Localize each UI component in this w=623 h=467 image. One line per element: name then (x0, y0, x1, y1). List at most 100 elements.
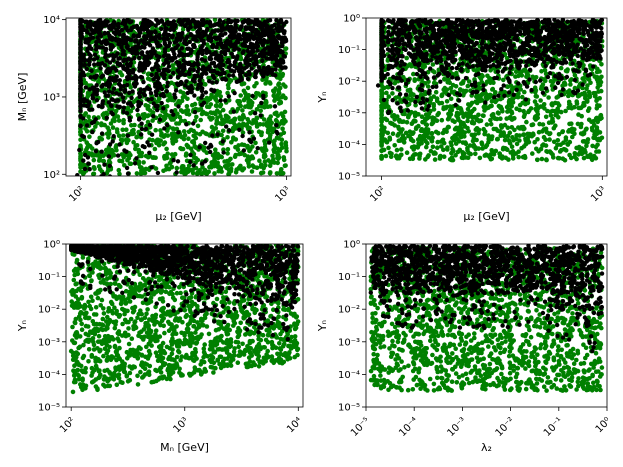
data-point (182, 23, 188, 29)
data-point (217, 22, 222, 27)
data-point (214, 93, 219, 98)
data-point (541, 142, 546, 147)
data-point (106, 100, 112, 105)
data-point (434, 118, 440, 123)
data-point (115, 153, 121, 158)
data-point (106, 158, 112, 164)
data-point (233, 144, 238, 150)
data-point (170, 33, 175, 38)
data-point (593, 156, 599, 161)
data-point (85, 48, 90, 54)
data-point (269, 31, 274, 36)
data-point (168, 27, 173, 32)
data-point (253, 150, 259, 155)
data-point (142, 144, 147, 150)
data-point (185, 90, 190, 96)
data-point (164, 21, 169, 26)
data-point (231, 127, 236, 132)
data-point (169, 164, 175, 170)
data-point (507, 115, 512, 121)
data-point (78, 83, 83, 89)
data-point (241, 148, 247, 153)
data-point (172, 51, 177, 57)
data-point (131, 139, 136, 145)
data-point (213, 64, 218, 69)
data-point (99, 74, 104, 80)
data-point (82, 62, 88, 67)
x-tick-label: 10² (67, 185, 87, 205)
data-point (113, 145, 119, 150)
data-point (556, 115, 561, 120)
data-point (212, 75, 217, 81)
data-point (489, 99, 495, 104)
data-point (247, 130, 252, 135)
data-point (517, 102, 523, 108)
data-point (583, 93, 589, 98)
data-point (113, 108, 119, 114)
data-point (127, 90, 132, 96)
data-point (142, 65, 147, 70)
data-point (254, 116, 260, 121)
data-point (574, 99, 579, 104)
data-point (560, 129, 565, 135)
data-point (468, 151, 474, 157)
data-point (483, 152, 489, 157)
data-point (217, 18, 223, 23)
data-point (253, 18, 258, 22)
data-point (78, 19, 83, 25)
data-point (262, 141, 268, 147)
data-point (157, 117, 163, 122)
data-point (280, 58, 286, 63)
data-point (172, 40, 177, 45)
data-point (216, 28, 221, 33)
data-point (526, 109, 531, 115)
data-point (188, 24, 193, 30)
data-point (450, 146, 455, 152)
data-point (243, 94, 249, 100)
data-point (101, 172, 106, 176)
data-point (206, 145, 211, 150)
data-point (92, 52, 98, 57)
data-point (135, 107, 140, 113)
data-point (599, 135, 605, 141)
data-point (431, 102, 437, 107)
data-point (165, 80, 170, 85)
data-point (83, 80, 88, 86)
data-point (139, 121, 144, 126)
data-point (267, 56, 272, 61)
data-point (178, 108, 184, 113)
data-point (430, 144, 436, 150)
data-point (107, 174, 113, 176)
data-point (392, 143, 398, 148)
data-point (78, 143, 83, 148)
data-point (157, 35, 162, 41)
data-point (274, 135, 280, 140)
data-point (133, 143, 138, 148)
data-point (176, 104, 181, 109)
data-point (170, 56, 176, 61)
data-point (201, 145, 207, 150)
data-point (220, 76, 225, 82)
point-cloud (75, 18, 289, 176)
data-point (225, 20, 231, 25)
data-point (533, 93, 539, 99)
data-point (95, 55, 100, 61)
data-point (99, 149, 104, 154)
data-point (79, 34, 85, 39)
data-point (154, 18, 159, 22)
data-point (102, 31, 107, 36)
data-point (272, 98, 277, 103)
data-point (270, 72, 275, 77)
data-point (239, 81, 245, 87)
data-point (148, 31, 153, 36)
data-point (595, 142, 600, 147)
data-point (430, 135, 435, 140)
data-point (435, 139, 441, 145)
data-point (423, 122, 429, 127)
data-point (184, 79, 189, 84)
data-point (96, 18, 101, 23)
data-point (85, 145, 90, 150)
data-point (257, 53, 262, 59)
data-point (96, 158, 102, 163)
